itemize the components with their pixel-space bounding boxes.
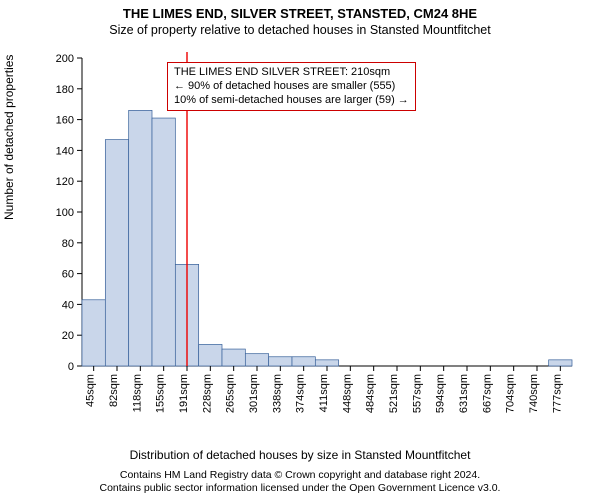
- svg-text:740sqm: 740sqm: [528, 374, 540, 413]
- svg-text:265sqm: 265sqm: [225, 374, 237, 413]
- svg-text:20: 20: [62, 330, 74, 342]
- footer-line-1: Contains HM Land Registry data © Crown c…: [14, 469, 586, 483]
- svg-text:301sqm: 301sqm: [248, 374, 260, 413]
- svg-text:704sqm: 704sqm: [505, 374, 517, 413]
- property-annotation: THE LIMES END SILVER STREET: 210sqm ← 90…: [167, 62, 416, 111]
- svg-text:521sqm: 521sqm: [388, 374, 400, 413]
- annotation-line-2: ← 90% of detached houses are smaller (55…: [174, 80, 409, 94]
- svg-text:411sqm: 411sqm: [318, 374, 330, 412]
- chart-title-1: THE LIMES END, SILVER STREET, STANSTED, …: [0, 6, 600, 21]
- svg-text:228sqm: 228sqm: [201, 374, 213, 413]
- svg-text:180: 180: [56, 84, 74, 96]
- svg-text:631sqm: 631sqm: [458, 374, 470, 413]
- svg-text:200: 200: [56, 53, 74, 65]
- svg-text:60: 60: [62, 269, 74, 281]
- x-axis-label: Distribution of detached houses by size …: [0, 448, 600, 462]
- svg-text:118sqm: 118sqm: [131, 374, 143, 412]
- annotation-line-3: 10% of semi-detached houses are larger (…: [174, 94, 409, 108]
- footer-line-2: Contains public sector information licen…: [14, 482, 586, 496]
- svg-text:777sqm: 777sqm: [551, 374, 563, 413]
- histogram-chart: 0 20 40 60 80 100 120 140 160 180 200 45sqm 82sqm 118…: [52, 48, 572, 416]
- svg-text:594sqm: 594sqm: [435, 374, 447, 413]
- svg-text:484sqm: 484sqm: [365, 374, 377, 413]
- svg-text:667sqm: 667sqm: [481, 374, 493, 413]
- svg-text:40: 40: [62, 299, 74, 311]
- footer-attribution: Contains HM Land Registry data © Crown c…: [14, 469, 586, 496]
- svg-text:557sqm: 557sqm: [411, 374, 423, 413]
- svg-text:338sqm: 338sqm: [271, 374, 283, 413]
- svg-text:191sqm: 191sqm: [178, 374, 190, 413]
- svg-text:45sqm: 45sqm: [85, 374, 97, 407]
- svg-text:140: 140: [56, 145, 74, 157]
- svg-text:0: 0: [68, 361, 74, 373]
- svg-text:80: 80: [62, 238, 74, 250]
- svg-text:155sqm: 155sqm: [155, 374, 167, 413]
- chart-title-2: Size of property relative to detached ho…: [0, 23, 600, 37]
- svg-text:448sqm: 448sqm: [341, 374, 353, 413]
- svg-text:82sqm: 82sqm: [108, 374, 120, 407]
- y-axis-label: Number of detached properties: [2, 55, 16, 220]
- annotation-line-1: THE LIMES END SILVER STREET: 210sqm: [174, 66, 409, 80]
- svg-text:374sqm: 374sqm: [295, 374, 307, 413]
- svg-text:160: 160: [56, 115, 74, 127]
- svg-text:100: 100: [56, 207, 74, 219]
- svg-text:120: 120: [56, 176, 74, 188]
